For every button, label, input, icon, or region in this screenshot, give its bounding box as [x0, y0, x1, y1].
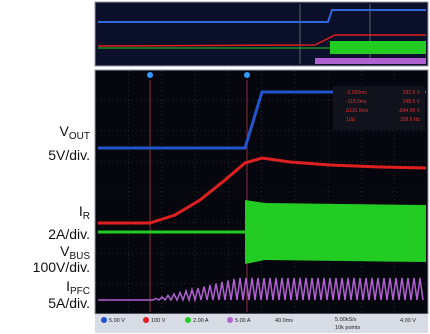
channel-scale: 100 V [151, 318, 166, 324]
record-length: 10k points [335, 325, 360, 331]
channel-name: VOUT [60, 123, 90, 142]
channel-scale: 100V/div. [33, 259, 90, 275]
name-sub: OUT [69, 131, 90, 142]
vbus-ripple-band [245, 200, 426, 264]
channel-labels: VOUT5V/div.IR2A/div.VBUS100V/div.IPFC5A/… [33, 123, 91, 311]
channel-scale: 5A/div. [48, 295, 90, 311]
scope-figure: -2.000ms 292.5 V -118.0ms 248.5 V Δ116.0ms Δ4… [0, 0, 430, 334]
status-bar [95, 314, 428, 333]
page: -2.000ms 292.5 V -118.0ms 248.5 V Δ116.0ms Δ4… [0, 0, 430, 334]
readout-value: -2.000ms [346, 90, 367, 96]
channel-badge [101, 317, 107, 323]
readout-value: Δ44.00 V [399, 108, 420, 114]
readout-value: Δ116.0ms [346, 108, 369, 114]
name-sub: R [83, 211, 90, 222]
channel-badge [185, 317, 191, 323]
overview-screen [95, 2, 428, 66]
cursor-marker [244, 72, 250, 78]
readout-value: 258.6 Hz [400, 117, 421, 123]
channel-scale: 5V/div. [48, 147, 90, 163]
channel-scale: 2A/div. [48, 226, 90, 242]
channel-badge [227, 317, 233, 323]
sample-rate: 5.00kS/s [335, 317, 357, 323]
cursor-marker [147, 72, 153, 78]
overview-vbus-band [330, 41, 426, 54]
channel-scale: 5.00 V [109, 318, 125, 324]
readout-value: 292.5 V [403, 90, 421, 96]
channel-name: IR [79, 203, 90, 222]
trigger-level: 4.00 V [400, 318, 416, 324]
readout-value: -118.0ms [346, 99, 367, 105]
channel-scale: 5.00 A [235, 318, 251, 324]
readout-value: 1/Δt [346, 117, 356, 123]
channel-badge [143, 317, 149, 323]
overview-ipfc [315, 58, 426, 64]
timebase: 40.0ms [275, 318, 293, 324]
channel-scale: 2.00 A [193, 318, 209, 324]
readout-value: 248.5 V [403, 99, 421, 105]
